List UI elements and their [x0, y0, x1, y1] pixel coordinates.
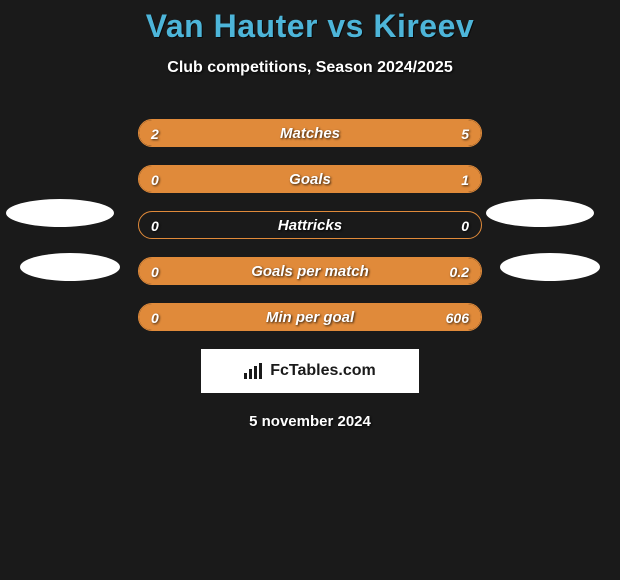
stat-label: Goals: [139, 166, 481, 192]
stat-label: Hattricks: [139, 212, 481, 238]
decor-ellipse: [500, 253, 600, 281]
stat-row: 25Matches: [138, 119, 482, 147]
stat-row: 01Goals: [138, 165, 482, 193]
chart-icon: [244, 363, 264, 379]
stat-row: 0606Min per goal: [138, 303, 482, 331]
footer-date: 5 november 2024: [0, 413, 620, 430]
page-subtitle: Club competitions, Season 2024/2025: [0, 59, 620, 77]
brand-text: FcTables.com: [270, 362, 376, 380]
decor-ellipse: [486, 199, 594, 227]
stat-row: 00Hattricks: [138, 211, 482, 239]
comparison-card: Van Hauter vs Kireev Club competitions, …: [0, 0, 620, 430]
stat-label: Min per goal: [139, 304, 481, 330]
stat-label: Matches: [139, 120, 481, 146]
decor-ellipse: [6, 199, 114, 227]
decor-ellipse: [20, 253, 120, 281]
brand-box: FcTables.com: [201, 349, 419, 393]
stat-row: 00.2Goals per match: [138, 257, 482, 285]
stat-label: Goals per match: [139, 258, 481, 284]
page-title: Van Hauter vs Kireev: [0, 8, 620, 45]
